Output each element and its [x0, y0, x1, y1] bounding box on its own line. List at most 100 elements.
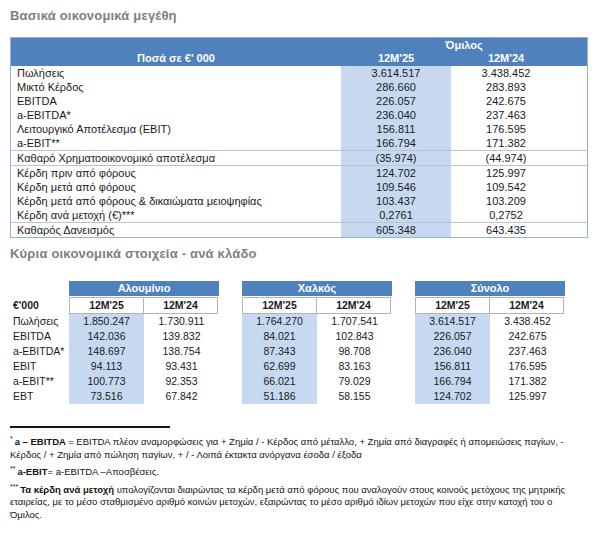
table-row: EBT73.51667.84251.18658.155124.702125.99… [13, 389, 600, 404]
row-tail [561, 66, 587, 80]
value-12m25: 148.697 [69, 344, 144, 359]
row-tail [561, 208, 587, 222]
value-12m25: 66.021 [242, 374, 317, 389]
value-12m25: 1.764.270 [242, 314, 317, 329]
table-row: Κέρδη μετά από φόρους109.546109.542 [11, 180, 587, 194]
footnote-lead: Τα κέρδη ανά μετοχή [20, 484, 117, 495]
segment-group-header: Σύνολο [415, 281, 565, 296]
segment-values: 94.11393.431 [69, 359, 219, 374]
value-12m24: 98.708 [317, 344, 392, 359]
value-12m24: 3.438.452 [490, 314, 565, 329]
group-financials-table: Όμιλος Ποσά σε €' 000 12M'25 12M'24 Πωλή… [10, 37, 588, 238]
table-row: Καθαρό Χρηματοοικονομικό αποτέλεσμα(35.9… [11, 151, 587, 166]
table-row: Μικτό Κέρδος286.660283.893 [11, 80, 587, 94]
table-row: Λειτουργικό Αποτέλεσμα (EBIT)156.811176.… [11, 122, 587, 136]
value-12m25: (35.974) [341, 151, 451, 165]
column-header-12m25: 12M'25 [341, 51, 451, 66]
value-12m24: 237.463 [451, 108, 561, 122]
row-tail [561, 194, 587, 208]
value-12m24: (44.974) [451, 151, 561, 165]
value-12m25: 226.057 [341, 94, 451, 108]
row-label: Πωλήσεις [13, 314, 69, 329]
segment-values: 51.18658.155 [242, 389, 392, 404]
segment-subheaders: 12M'2512M'24 [69, 297, 219, 314]
value-12m24: 0,2752 [451, 208, 561, 222]
row-tail [561, 136, 587, 150]
row-label: a-EBIT** [13, 374, 69, 389]
value-12m25: 286.660 [341, 80, 451, 94]
segment-values: 1.850.2471.730.911 [69, 314, 219, 329]
value-12m24: 83.163 [317, 359, 392, 374]
column-header-12m25: 12M'25 [69, 297, 144, 314]
column-header-12m24: 12M'24 [489, 297, 564, 314]
segment-financials-table: ΑλουμίνιοΧαλκόςΣύνολο €'00012M'2512M'241… [13, 281, 600, 404]
value-12m24: 138.754 [144, 344, 219, 359]
segment-values: 142.036139.832 [69, 329, 219, 344]
value-12m25: 51.186 [242, 389, 317, 404]
segment-values: 100.77392.353 [69, 374, 219, 389]
footnote-lead: a – EBITDA [15, 436, 69, 447]
value-12m25: 156.811 [341, 122, 451, 136]
footnote-marker: *** [10, 483, 20, 490]
value-12m24: 283.893 [451, 80, 561, 94]
row-label: EBIT [13, 359, 69, 374]
table-row: a-EBIT**100.77392.35366.02179.029166.794… [13, 374, 600, 389]
value-12m24: 237.463 [490, 344, 565, 359]
footnote-lead: a-EBIT [17, 466, 47, 477]
value-12m25: 605.348 [341, 223, 451, 237]
value-12m24: 125.997 [490, 389, 565, 404]
row-tail [561, 122, 587, 136]
column-header-12m24: 12M'24 [451, 51, 561, 66]
group-table-header: Όμιλος Ποσά σε €' 000 12M'25 12M'24 [11, 38, 587, 66]
segment-values: 148.697138.754 [69, 344, 219, 359]
row-tail [561, 108, 587, 122]
row-tail [561, 223, 587, 237]
value-12m25: 3.614.517 [415, 314, 490, 329]
column-header-12m25: 12M'25 [242, 297, 317, 314]
footnotes-block: * a – EBITDA = EBITDA πλέον αναμορφώσεις… [0, 433, 600, 521]
row-label: EBITDA [13, 329, 69, 344]
value-12m24: 103.209 [451, 194, 561, 208]
segment-group-header: Χαλκός [242, 281, 392, 296]
row-label: Λειτουργικό Αποτέλεσμα (EBIT) [11, 122, 341, 136]
table-row: Κέρδη πριν από φόρους124.702125.997 [11, 166, 587, 180]
segment-values: 236.040237.463 [415, 344, 565, 359]
value-12m24: 93.431 [144, 359, 219, 374]
column-header-12m24: 12M'24 [316, 297, 391, 314]
segment-values: 3.614.5173.438.452 [415, 314, 565, 329]
row-label: Κέρδη μετά από φόρους [11, 180, 341, 194]
row-label: a-EBITDA* [13, 344, 69, 359]
value-12m24: 171.382 [490, 374, 565, 389]
value-12m25: 62.699 [242, 359, 317, 374]
value-12m25: 166.794 [341, 136, 451, 150]
value-12m25: 87.343 [242, 344, 317, 359]
value-12m24: 242.675 [490, 329, 565, 344]
segment-values: 66.02179.029 [242, 374, 392, 389]
row-label: Κέρδη μετά από φόρους & δικαιώματα μειοψ… [11, 194, 341, 208]
segment-values: 1.764.2701.707.541 [242, 314, 392, 329]
group-table-body: Πωλήσεις3.614.5173.438.452Μικτό Κέρδος28… [11, 66, 587, 237]
table-row: EBITDA226.057242.675 [11, 94, 587, 108]
value-12m24: 67.842 [144, 389, 219, 404]
table-row: Κέρδη ανά μετοχή (€)***0,27610,2752 [11, 208, 587, 223]
segment-values: 73.51667.842 [69, 389, 219, 404]
value-12m25: 94.113 [69, 359, 144, 374]
table-row: Πωλήσεις3.614.5173.438.452 [11, 66, 587, 80]
value-12m25: 226.057 [415, 329, 490, 344]
row-label: a-EBITDA* [11, 108, 341, 122]
value-12m24: 1.707.541 [317, 314, 392, 329]
group-column-title: Όμιλος [341, 38, 587, 51]
value-12m25: 236.040 [415, 344, 490, 359]
row-label: EBITDA [11, 94, 341, 108]
footnote-divider [10, 426, 170, 428]
footnote: * a – EBITDA = EBITDA πλέον αναμορφώσεις… [10, 433, 586, 461]
value-12m25: 1.850.247 [69, 314, 144, 329]
value-12m24: 139.832 [144, 329, 219, 344]
segment-values: 87.34398.708 [242, 344, 392, 359]
row-label: EBT [13, 389, 69, 404]
row-tail [561, 151, 587, 165]
value-12m24: 58.155 [317, 389, 392, 404]
segment-values: 156.811176.595 [415, 359, 565, 374]
value-12m25: 84.021 [242, 329, 317, 344]
value-12m24: 242.675 [451, 94, 561, 108]
